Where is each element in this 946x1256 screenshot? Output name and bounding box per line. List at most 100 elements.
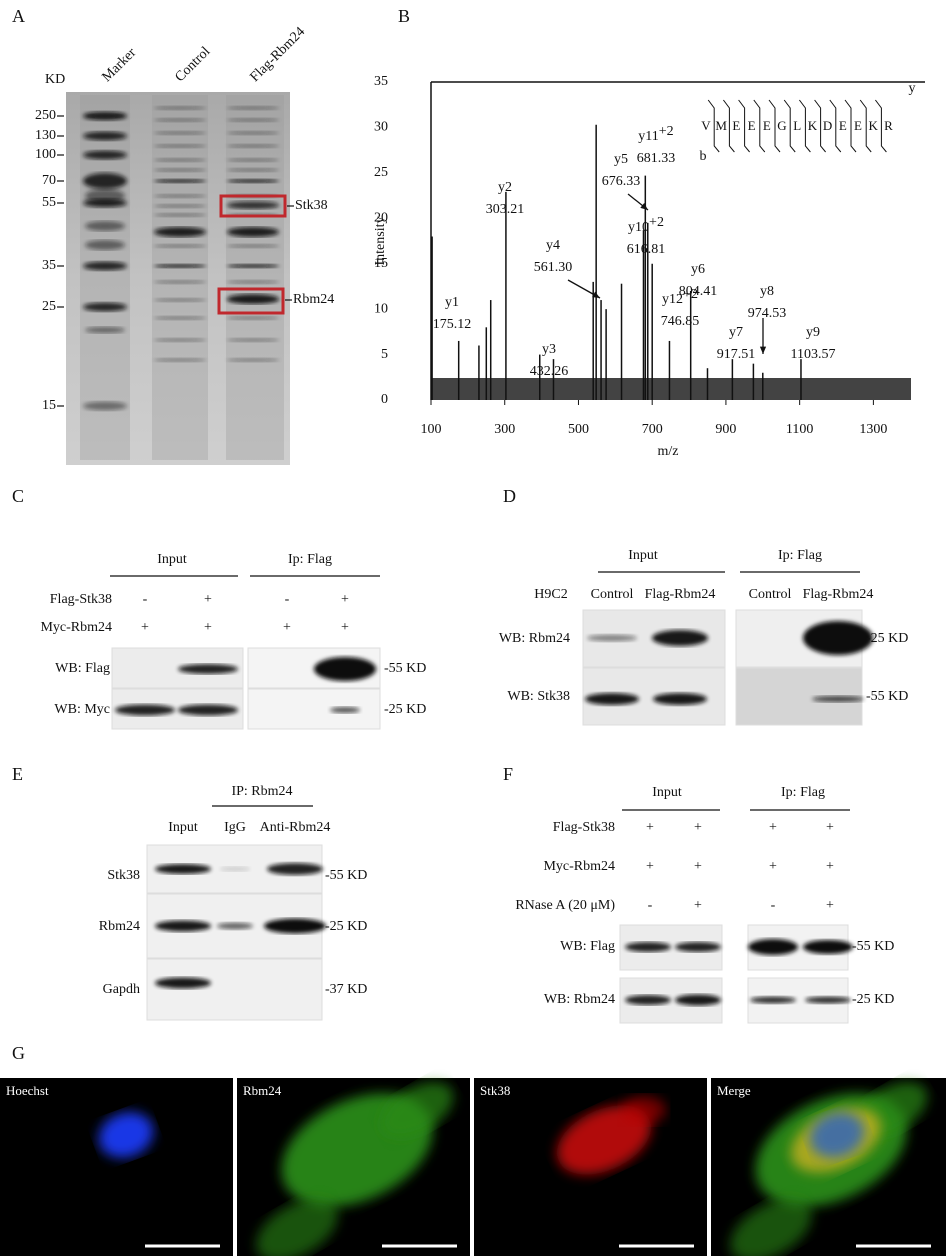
label: D bbox=[503, 486, 516, 506]
blot-band bbox=[803, 940, 853, 954]
label: 250 bbox=[35, 108, 56, 123]
cell-signal bbox=[809, 1112, 865, 1158]
label: 0 bbox=[381, 392, 388, 407]
blot-band bbox=[585, 693, 639, 705]
blot-band bbox=[227, 338, 279, 342]
blot-band bbox=[675, 942, 721, 952]
blot-band bbox=[750, 996, 796, 1004]
blot-band bbox=[85, 327, 125, 333]
blot-band bbox=[625, 995, 671, 1005]
label: + bbox=[694, 898, 702, 913]
blot-band bbox=[675, 994, 721, 1006]
blot-band bbox=[314, 657, 376, 681]
label: 1300 bbox=[859, 422, 887, 437]
blot-band bbox=[154, 106, 206, 110]
label: 676.33 bbox=[602, 174, 641, 189]
blot bbox=[247, 688, 381, 730]
label: Input bbox=[168, 820, 198, 835]
label: 15 bbox=[374, 256, 388, 271]
label: Stk38 bbox=[480, 1083, 510, 1098]
label: F bbox=[503, 764, 513, 784]
blot-band bbox=[154, 280, 206, 284]
blot-band bbox=[85, 240, 125, 250]
blot-band bbox=[83, 173, 127, 189]
blot-band bbox=[154, 179, 206, 183]
label: Anti-Rbm24 bbox=[260, 820, 331, 835]
blot-band bbox=[178, 664, 238, 674]
blot-band bbox=[227, 131, 279, 135]
arrow-head bbox=[640, 202, 648, 210]
label: B bbox=[398, 6, 410, 26]
label: Flag-Rbm24 bbox=[645, 587, 716, 602]
noise-floor bbox=[431, 378, 911, 400]
lane bbox=[152, 95, 208, 460]
blot-band bbox=[154, 316, 206, 320]
label: - bbox=[285, 592, 290, 607]
blot-band bbox=[154, 131, 206, 135]
blot-band bbox=[154, 158, 206, 162]
label: - bbox=[143, 592, 148, 607]
label: WB: Myc bbox=[54, 702, 110, 717]
label: A bbox=[12, 6, 25, 26]
label: -55 KD bbox=[325, 868, 367, 883]
blot-band bbox=[227, 179, 279, 183]
label: K bbox=[869, 118, 879, 133]
blot-band bbox=[227, 168, 279, 172]
blot-band bbox=[330, 707, 360, 713]
blot-band bbox=[154, 298, 206, 302]
arrow-head bbox=[759, 346, 767, 354]
blot-band bbox=[805, 996, 851, 1004]
cell-signal bbox=[256, 1198, 338, 1256]
blot-band bbox=[155, 920, 211, 932]
label: 100 bbox=[35, 147, 56, 162]
blot-band bbox=[217, 922, 253, 930]
label: Ip: Flag bbox=[781, 785, 825, 800]
label: + bbox=[826, 859, 834, 874]
label: y4 bbox=[546, 238, 560, 253]
label: 10 bbox=[374, 301, 388, 316]
label: 100 bbox=[421, 422, 442, 437]
label: G bbox=[777, 118, 786, 133]
label: IP: Rbm24 bbox=[231, 784, 292, 799]
label: 70 bbox=[42, 173, 56, 188]
blot-band bbox=[154, 204, 206, 208]
label: 25 bbox=[374, 165, 388, 180]
blot-band bbox=[227, 227, 279, 237]
label: + bbox=[141, 620, 149, 635]
label: 35 bbox=[42, 258, 56, 273]
label: y5 bbox=[614, 152, 628, 167]
blot-band bbox=[83, 302, 127, 312]
blot-band bbox=[83, 261, 127, 271]
label: Input bbox=[157, 552, 187, 567]
fragment-bracket bbox=[829, 99, 842, 153]
label: Ip: Flag bbox=[778, 548, 822, 563]
label: + bbox=[204, 620, 212, 635]
label: R bbox=[884, 118, 893, 133]
label: 1100 bbox=[786, 422, 813, 437]
label: C bbox=[12, 486, 24, 506]
label: + bbox=[694, 820, 702, 835]
blot-band bbox=[652, 630, 708, 646]
label: + bbox=[826, 820, 834, 835]
label: Flag-Rbm24 bbox=[247, 24, 308, 85]
label: 917.51 bbox=[717, 347, 756, 362]
blot-band bbox=[154, 144, 206, 148]
label: K bbox=[808, 118, 818, 133]
label: E bbox=[854, 118, 862, 133]
label: -55 KD bbox=[852, 939, 894, 954]
blot-band bbox=[227, 264, 279, 268]
blot-band bbox=[83, 150, 127, 160]
blot-band bbox=[154, 227, 206, 237]
label: 681.33 bbox=[637, 151, 676, 166]
fragment-bracket bbox=[768, 99, 781, 153]
blot-band bbox=[115, 704, 175, 716]
fragment-bracket bbox=[875, 99, 887, 153]
fragment-bracket bbox=[844, 99, 857, 153]
blot-band bbox=[85, 221, 125, 231]
label: + bbox=[769, 859, 777, 874]
label: 1103.57 bbox=[791, 347, 836, 362]
label: -55 KD bbox=[384, 661, 426, 676]
blot-band bbox=[155, 864, 211, 874]
arrow-head bbox=[592, 291, 600, 298]
label: + bbox=[694, 859, 702, 874]
